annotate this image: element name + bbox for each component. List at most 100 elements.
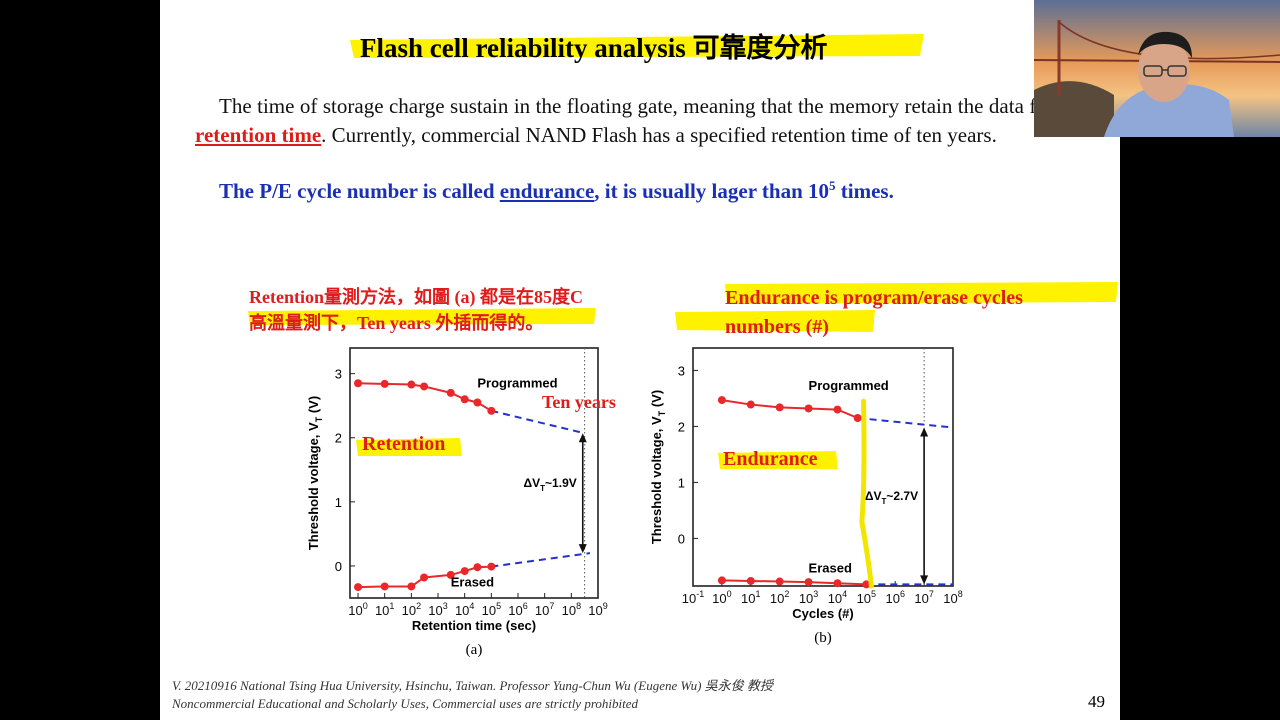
y-axis-label: Threshold voltage, VT (V) — [650, 390, 667, 544]
x-tick-label: 102 — [402, 601, 421, 618]
x-tick-label: 102 — [770, 589, 789, 606]
extrapolation-line — [491, 409, 585, 435]
delta-arrow-head — [920, 427, 929, 437]
series-line — [721, 579, 867, 586]
note-left-line-2: 高溫量測下，Ten years 外插而得的。 — [249, 313, 544, 333]
presenter-webcam — [1034, 0, 1280, 137]
delta-arrow-head — [920, 575, 929, 585]
footer-line-2: Noncommercial Educational and Scholarly … — [172, 696, 639, 711]
retention-tag: Retention — [362, 433, 446, 455]
extrapolation-line — [857, 417, 954, 429]
x-tick-label: 106 — [885, 589, 904, 606]
y-tick-label: 1 — [335, 495, 342, 510]
data-point — [473, 398, 482, 407]
x-tick-label: 10-1 — [682, 589, 704, 606]
retention-tag-highlight — [356, 438, 462, 456]
data-point — [833, 405, 842, 414]
retention-time-highlight: retention time — [195, 123, 322, 147]
series-label: Erased — [809, 560, 852, 575]
x-tick-label: 103 — [799, 589, 818, 606]
body-paragraph: The time of storage charge sustain in th… — [195, 92, 1085, 150]
data-point — [775, 577, 784, 586]
note-left: Retention量測方法，如圖 (a) 都是在85度C 高溫量測下，Ten y… — [249, 284, 583, 336]
y-tick-label: 3 — [678, 363, 685, 378]
x-tick-label: 100 — [348, 601, 367, 618]
footer-line-1: V. 20210916 National Tsing Hua Universit… — [172, 678, 773, 693]
data-point — [460, 395, 469, 404]
chart-retention: 100 101 102 103 104 105 106 107 108 109 0 1 2 3 Retent… — [306, 347, 608, 658]
title-highlight — [350, 34, 924, 58]
data-point — [804, 578, 813, 587]
series-label: Programmed — [477, 375, 557, 390]
data-point — [862, 580, 871, 589]
data-point — [775, 403, 784, 412]
data-point — [487, 406, 496, 415]
data-point — [746, 576, 755, 585]
data-point — [460, 567, 469, 576]
x-tick-label: 101 — [741, 589, 760, 606]
x-tick-label: 104 — [828, 589, 847, 606]
y-tick-label: 3 — [335, 367, 342, 382]
data-point — [717, 396, 726, 405]
data-point — [380, 379, 389, 388]
y-tick-label: 2 — [678, 419, 685, 434]
x-tick-label: 105 — [857, 589, 876, 606]
y-tick-label: 0 — [335, 559, 342, 574]
data-point — [354, 583, 363, 592]
plot-frame — [349, 347, 599, 599]
data-point — [746, 400, 755, 409]
highlight-stroke — [859, 398, 874, 589]
x-tick-label: 105 — [482, 601, 501, 618]
chart-endurance: 10-1 100 101 102 103 104 105 106 107 108 0 1 2 3 Cycle… — [650, 347, 963, 646]
panel-label: (a) — [466, 642, 483, 658]
note-right: Endurance is program/erase cycles number… — [725, 284, 1023, 342]
note-right-highlight — [675, 282, 1118, 332]
endurance-tag-highlight — [718, 451, 838, 469]
data-point — [380, 582, 389, 591]
data-point — [407, 582, 416, 591]
slide: Flash cell reliability analysis 可靠度分析 Th… — [160, 0, 1120, 720]
x-tick-label: 107 — [914, 589, 933, 606]
extrapolation-line — [491, 552, 591, 568]
paragraph-part-2: . Currently, commercial NAND Flash has a… — [321, 123, 997, 147]
x-tick-label: 100 — [712, 589, 731, 606]
ten-years-label: Ten years — [542, 392, 616, 412]
plot-frame — [692, 347, 954, 587]
x-tick-label: 109 — [588, 601, 607, 618]
y-axis-label: Threshold voltage, VT (V) — [306, 396, 324, 550]
x-tick-label: 103 — [428, 601, 447, 618]
y-tick-label: 0 — [678, 531, 685, 546]
data-point — [853, 414, 862, 422]
x-tick-label: 104 — [455, 601, 474, 618]
endurance-sentence: The P/E cycle number is called endurance… — [219, 178, 894, 204]
page-number: 49 — [1088, 692, 1105, 711]
y-tick-label: 2 — [335, 431, 342, 446]
data-point — [473, 563, 482, 572]
x-tick-label: 101 — [375, 601, 394, 618]
note-right-line-2: numbers (#) — [725, 316, 829, 338]
x-tick-label: 108 — [943, 589, 962, 606]
x-tick-label: 106 — [508, 601, 527, 618]
data-point — [804, 404, 813, 413]
panel-label: (b) — [814, 630, 832, 646]
endurance-tag: Endurance — [723, 448, 818, 470]
endurance-exponent: 5 — [829, 178, 836, 193]
endurance-prefix: The P/E cycle number is called — [219, 179, 500, 203]
data-point — [420, 382, 429, 391]
slide-title: Flash cell reliability analysis 可靠度分析 — [360, 33, 828, 63]
x-tick-label: 107 — [535, 601, 554, 618]
x-axis-label: Retention time (sec) — [412, 618, 536, 633]
data-point — [487, 562, 496, 571]
note-right-line-1: Endurance is program/erase cycles — [725, 287, 1023, 309]
delta-arrow-head — [578, 544, 587, 554]
endurance-word: endurance — [499, 179, 595, 203]
footer: V. 20210916 National Tsing Hua Universit… — [172, 677, 773, 713]
y-tick-label: 1 — [678, 475, 685, 490]
series-label: Programmed — [809, 378, 889, 393]
data-point — [407, 380, 416, 389]
data-point — [446, 570, 455, 579]
paragraph-part-1: The time of storage charge sustain in th… — [219, 94, 1085, 118]
delta-annotation: ΔVT~1.9V — [524, 476, 577, 493]
x-tick-label: 108 — [562, 601, 581, 618]
delta-arrow-head — [578, 433, 587, 443]
